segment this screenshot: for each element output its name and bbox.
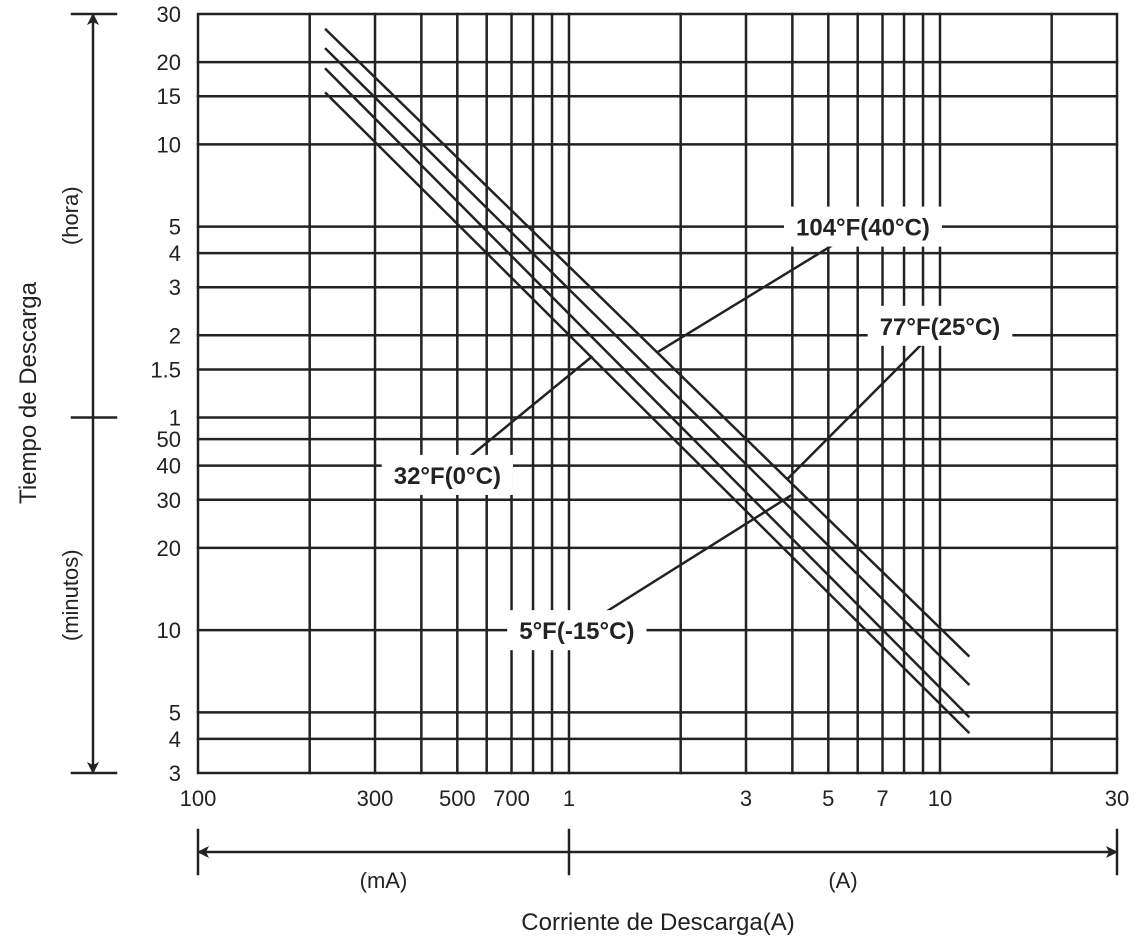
y-tick-label: 5 (169, 215, 181, 240)
plot-frame (196, 12, 1119, 775)
x-unit-label-ma: (mA) (360, 868, 408, 893)
x-tick-label: 500 (439, 786, 476, 811)
y-tick-label: 4 (169, 241, 181, 266)
y-tick-label: 10 (157, 132, 181, 157)
y-tick-label: 20 (157, 536, 181, 561)
series-label: 77°F(25°C) (880, 314, 1001, 341)
tick-labels: 100 300 500 700 1 3 5 7 10 30345102030405011.5234… (150, 2, 1129, 811)
series-label-background (867, 305, 1013, 346)
series-label-background (381, 454, 513, 495)
y-tick-label: 15 (157, 84, 181, 109)
x-tick-label: 700 (493, 786, 530, 811)
y-axis-label: Tiempo de Descarga (15, 281, 42, 504)
x-tick-label: 7 (876, 786, 888, 811)
y-tick-label: 5 (169, 700, 181, 725)
y-tick-label: 4 (169, 727, 181, 752)
series-label: 32°F(0°C) (394, 463, 501, 490)
y-tick-label: 50 (157, 427, 181, 452)
x-tick-label: 5 (822, 786, 834, 811)
y-tick-label: 20 (157, 50, 181, 75)
y-tick-label: 30 (157, 2, 181, 27)
x-tick-label: 1 (563, 786, 575, 811)
series-line (324, 27, 971, 658)
y-tick-label: 10 (157, 618, 181, 643)
y-unit-label-minutos: (minutos) (58, 549, 83, 641)
y-tick-label: 3 (169, 275, 181, 300)
leader-line (657, 224, 865, 353)
annotations: 104°F(40°C) 77°F(25°C) 32°F(0°C) 5°F(-15°C) (381, 206, 1013, 651)
series-line (324, 47, 971, 686)
series-line (324, 91, 971, 734)
x-tick-label: 30 (1105, 786, 1129, 811)
series-label-background (784, 206, 942, 247)
unit-ranges: (mA) (A) (minutos) (hora) (58, 12, 1119, 893)
x-axis-label: Corriente de Descarga(A) (521, 909, 794, 936)
x-tick-label: 10 (928, 786, 952, 811)
x-tick-label: 3 (740, 786, 752, 811)
y-tick-label: 1.5 (150, 357, 181, 382)
x-unit-label-a: (A) (828, 868, 857, 893)
x-tick-label: 300 (357, 786, 394, 811)
x-tick-label: 100 (180, 786, 217, 811)
y-unit-label-hora: (hora) (58, 186, 83, 245)
series-label: 104°F(40°C) (796, 215, 930, 242)
y-tick-label: 30 (157, 488, 181, 513)
grid (196, 12, 1119, 775)
series-label-background (507, 610, 647, 651)
series-line (324, 67, 971, 719)
series-lines (324, 27, 971, 734)
leader-line (786, 324, 942, 480)
y-tick-label: 3 (169, 761, 181, 786)
y-tick-label: 1 (169, 406, 181, 431)
series-label: 5°F(-15°C) (519, 618, 634, 645)
y-tick-label: 40 (157, 454, 181, 479)
y-tick-label: 2 (169, 323, 181, 348)
leader-line (575, 494, 793, 632)
